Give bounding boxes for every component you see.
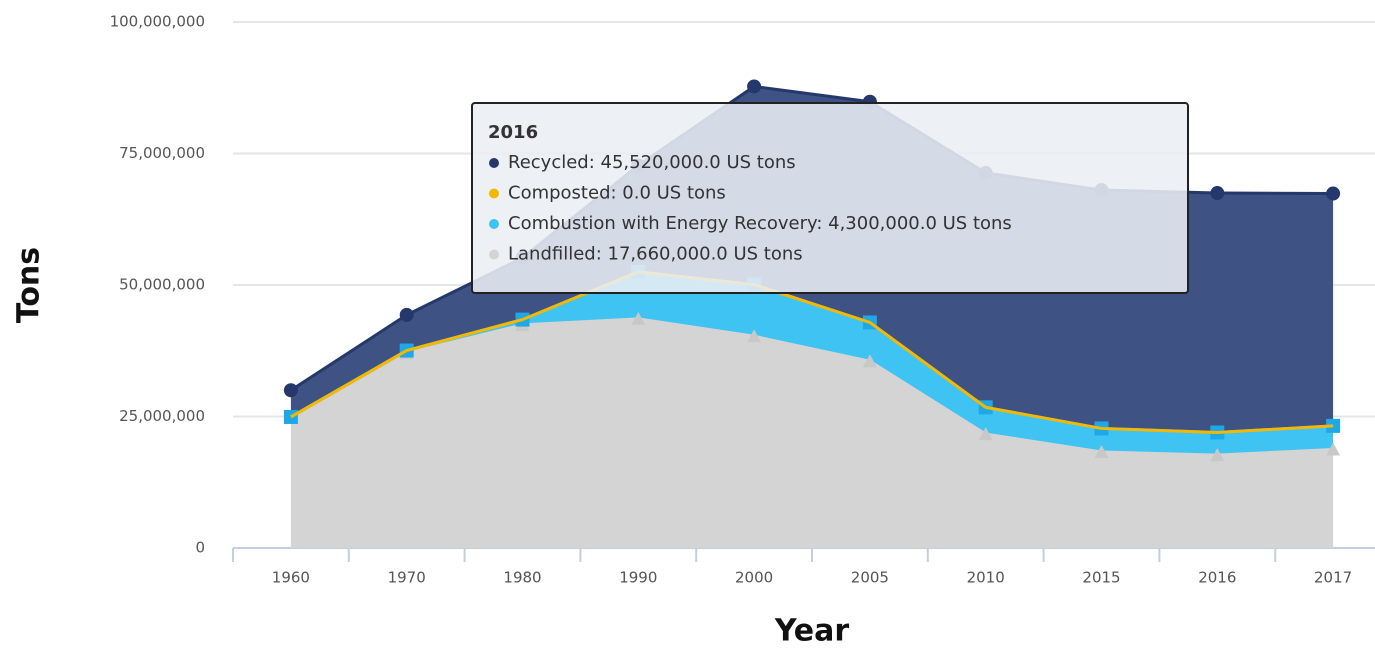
tooltip-swatch [489, 219, 499, 229]
x-axis-title: Year [774, 614, 850, 647]
y-tick-label: 75,000,000 [119, 144, 205, 162]
area-fill [290, 271, 1334, 456]
marker [862, 354, 877, 368]
marker [1210, 448, 1225, 462]
tooltip-item: Combustion with Energy Recovery: 4,300,0… [508, 213, 1012, 234]
x-tick-label: 1970 [388, 569, 426, 587]
marker [978, 427, 993, 441]
marker [747, 79, 762, 94]
x-tick-label: 2000 [735, 569, 773, 587]
x-tick-label: 1980 [503, 569, 541, 587]
series-line [290, 270, 1334, 434]
y-tick-label: 25,000,000 [119, 407, 205, 425]
tooltip-title: 2016 [488, 122, 538, 143]
tooltip-swatch [489, 158, 499, 168]
x-tick-label: 2005 [851, 569, 889, 587]
x-tick-label: 2017 [1314, 569, 1352, 587]
x-tick-label: 1960 [272, 569, 310, 587]
marker [1210, 186, 1225, 201]
series-line [290, 317, 1334, 457]
tooltip: 2016 Recycled: 45,520,000.0 US tons Compos… [471, 102, 1189, 294]
area-fill [290, 318, 1334, 548]
marker [399, 307, 414, 322]
y-tick-label: 50,000,000 [119, 276, 205, 294]
y-tick-label: 0 [195, 539, 205, 557]
x-tick-label: 2016 [1198, 569, 1236, 587]
marker [1326, 186, 1341, 201]
tooltip-item: Landfilled: 17,660,000.0 US tons [508, 244, 803, 265]
marker [631, 311, 646, 325]
x-tick-label: 1990 [619, 569, 657, 587]
marker [1094, 445, 1109, 459]
tooltip-item: Recycled: 45,520,000.0 US tons [508, 152, 796, 173]
marker [1326, 442, 1341, 456]
tooltip-swatch [489, 188, 499, 199]
y-tick-label: 100,000,000 [110, 13, 205, 31]
tooltip-item: Composted: 0.0 US tons [508, 183, 726, 204]
marker [283, 383, 298, 398]
x-tick-label: 2015 [1082, 569, 1120, 587]
tooltip-box [471, 102, 1189, 294]
x-tick-label: 2010 [967, 569, 1005, 587]
y-axis-title: Tons [12, 247, 47, 323]
tooltip-swatch [489, 249, 499, 260]
marker [747, 329, 762, 343]
